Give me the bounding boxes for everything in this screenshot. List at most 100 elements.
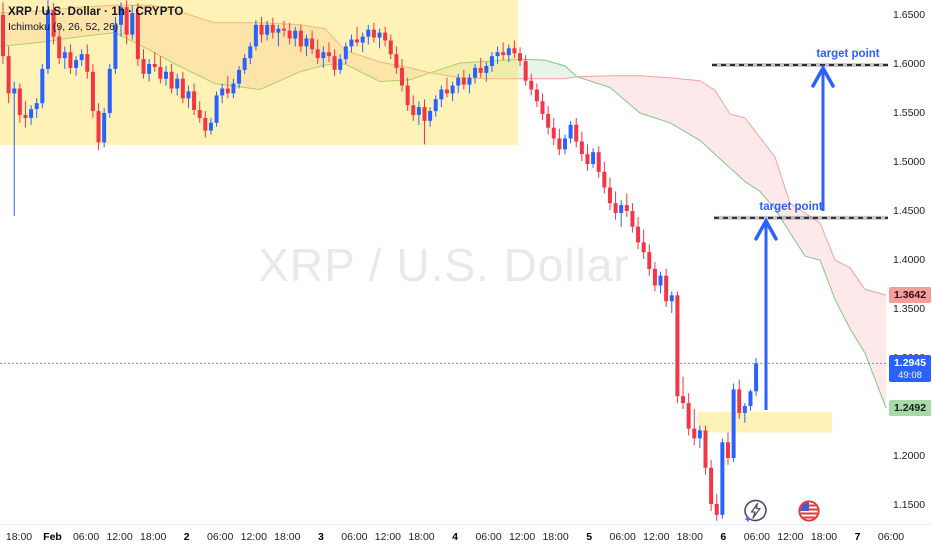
- time-axis-label: 18:00: [5, 531, 33, 543]
- candle-up: [276, 28, 281, 33]
- highlight-zone-2[interactable]: [698, 411, 832, 433]
- candle-up: [231, 83, 236, 94]
- usa-flag-icon: [800, 502, 818, 519]
- candle-up: [163, 71, 168, 79]
- candle-down: [1, 15, 5, 57]
- time-axis-label: 06:00: [341, 531, 368, 543]
- price-axis-label: 1.6500: [893, 9, 926, 21]
- candle-down: [192, 91, 197, 110]
- ichimoku-cloud-bull: [430, 59, 577, 79]
- candle-down: [574, 124, 579, 142]
- candle-up: [742, 406, 747, 413]
- candle-up: [377, 32, 382, 38]
- candle-up: [147, 64, 152, 74]
- candle-down: [225, 88, 230, 94]
- candle-down: [96, 111, 101, 143]
- candle-up: [293, 30, 298, 39]
- candle-up: [416, 107, 421, 115]
- candle-down: [518, 53, 523, 61]
- candle-down: [703, 430, 708, 468]
- candle-up: [248, 46, 253, 59]
- target-arrow-head[interactable]: [754, 217, 778, 241]
- candle-up: [220, 88, 225, 96]
- candle-down: [714, 504, 719, 515]
- candle-down: [68, 52, 73, 68]
- candle-down: [394, 54, 399, 68]
- candle-up: [366, 29, 371, 37]
- ichimoku-cloud-bear: [0, 5, 430, 90]
- time-axis-label: 5: [586, 531, 593, 543]
- candle-down: [692, 428, 697, 439]
- candle-up: [130, 13, 135, 35]
- candle-up: [563, 138, 567, 150]
- candle-up: [619, 205, 624, 213]
- candle-up: [748, 391, 753, 406]
- candle-down: [602, 171, 607, 188]
- candle-up: [591, 152, 596, 164]
- time-axis-label: 06:00: [877, 531, 905, 543]
- candle-up: [107, 68, 112, 113]
- candle-up: [456, 77, 461, 86]
- time-axis-label: 7: [854, 531, 861, 543]
- time-axis-label: 18:00: [274, 531, 301, 543]
- indicator-label[interactable]: Ichimoku (9, 26, 52, 26): [8, 21, 119, 33]
- target-point-label-2[interactable]: target point: [759, 200, 823, 213]
- candle-up: [754, 363, 759, 392]
- time-axis-label: 18:00: [542, 531, 569, 543]
- candle-down: [546, 114, 551, 128]
- candle-down: [411, 105, 416, 115]
- candle-down: [664, 275, 669, 302]
- candle-down: [17, 88, 22, 115]
- time-axis[interactable]: 18:00 Feb 06:00 12:00 18:00 2 06:00 12:00 18:00 3…: [0, 524, 932, 550]
- candle-down: [613, 203, 618, 213]
- candle-down: [310, 38, 315, 50]
- candle-up: [29, 109, 34, 118]
- candle-down: [422, 107, 427, 121]
- target-point-label-1[interactable]: target point: [816, 47, 880, 60]
- candle-down: [681, 396, 686, 404]
- time-axis-separator: [0, 524, 932, 525]
- target-arrow-head[interactable]: [811, 64, 835, 88]
- candle-up: [731, 389, 736, 458]
- candle-up: [467, 77, 472, 85]
- candle-up: [506, 48, 511, 56]
- current-price-value: 1.2945: [893, 357, 927, 370]
- candle-down: [534, 89, 539, 102]
- candle-down: [6, 56, 11, 94]
- time-axis-label: 18:00: [408, 531, 435, 543]
- time-axis-label: 2: [183, 531, 190, 543]
- candle-down: [405, 85, 410, 106]
- time-axis-label: 06:00: [743, 531, 771, 543]
- usa-flag-sticker[interactable]: [796, 498, 822, 524]
- price-axis-label: 1.2000: [893, 450, 926, 462]
- candle-down: [461, 77, 466, 85]
- candle-up: [304, 38, 309, 47]
- price-axis[interactable]: 1.6500 1.6000 1.5500 1.5000 1.4500 1.4000 1.35…: [888, 0, 932, 524]
- candle-down: [270, 24, 275, 33]
- candle-down: [607, 187, 612, 204]
- candle-up: [102, 113, 107, 143]
- candle-down: [557, 138, 562, 150]
- candle-up: [12, 88, 17, 94]
- symbol-title[interactable]: XRP / U.S. Dollar · 1h · CRYPTO: [8, 6, 184, 18]
- candle-down: [57, 36, 62, 59]
- candle-down: [158, 66, 163, 79]
- candle-up: [669, 295, 674, 302]
- candle-down: [579, 141, 584, 155]
- candle-up: [253, 24, 258, 47]
- candle-down: [630, 211, 635, 227]
- candle-up: [343, 46, 348, 60]
- time-axis-label: Feb: [43, 531, 62, 543]
- candle-down: [90, 71, 95, 111]
- candle-up: [360, 36, 365, 43]
- candle-up: [214, 95, 219, 123]
- candle-down: [529, 80, 534, 90]
- flash-emoji-sticker[interactable]: [741, 497, 769, 525]
- candle-down: [709, 467, 714, 505]
- candle-up: [40, 68, 45, 104]
- candle-down: [501, 52, 506, 56]
- time-axis-label: 06:00: [72, 531, 100, 543]
- candle-up: [495, 52, 500, 57]
- candle-down: [315, 49, 320, 59]
